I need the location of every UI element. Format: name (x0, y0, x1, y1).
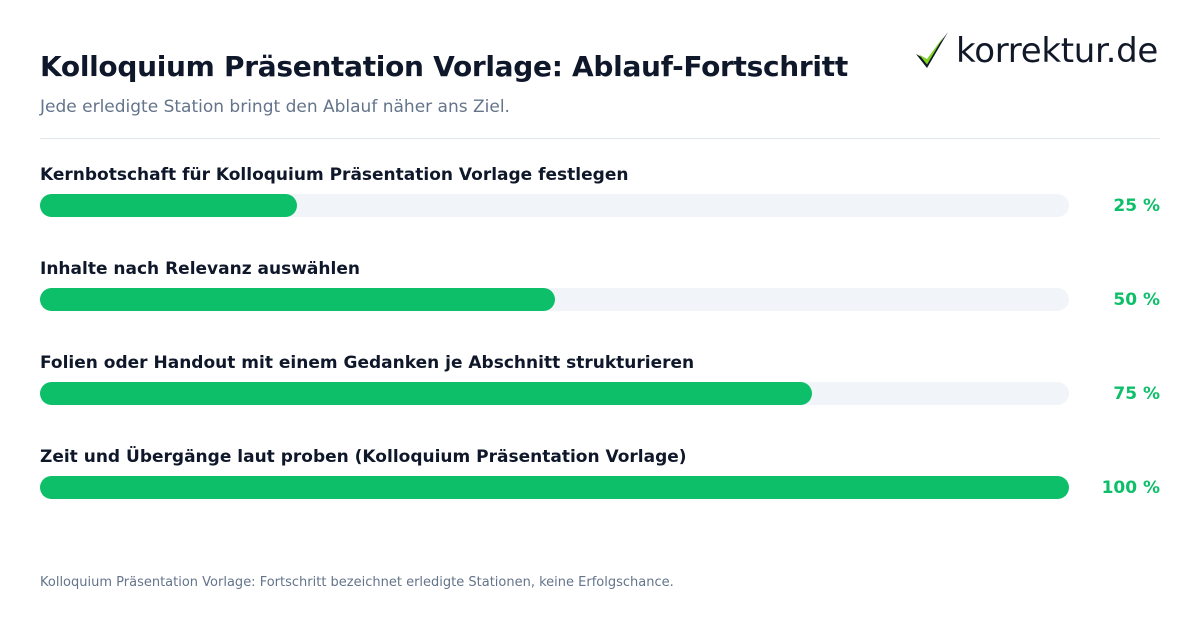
progress-track (40, 476, 1069, 499)
progress-label: Folien oder Handout mit einem Gedanken j… (40, 353, 695, 373)
chart-subtitle: Jede erledigte Station bringt den Ablauf… (40, 97, 510, 117)
progress-track (40, 288, 1069, 311)
progress-row: Folien oder Handout mit einem Gedanken j… (40, 353, 1160, 447)
progress-bar (40, 288, 555, 311)
progress-bar (40, 476, 1069, 499)
progress-value: 100 % (1101, 478, 1160, 498)
progress-row: Inhalte nach Relevanz auswählen 50 % (40, 259, 1160, 353)
progress-label: Zeit und Übergänge laut proben (Kolloqui… (40, 447, 687, 467)
progress-bar (40, 194, 298, 217)
checkmark-icon (916, 32, 949, 68)
chart-title: Kolloquium Präsentation Vorlage: Ablauf-… (40, 50, 848, 83)
progress-value: 50 % (1113, 290, 1160, 310)
footnote: Kolloquium Präsentation Vorlage: Fortsch… (40, 575, 674, 590)
progress-label: Inhalte nach Relevanz auswählen (40, 259, 360, 279)
progress-label: Kernbotschaft für Kolloquium Präsentatio… (40, 165, 629, 185)
progress-bar (40, 382, 812, 405)
progress-value: 75 % (1113, 384, 1160, 404)
progress-track (40, 194, 1069, 217)
progress-row: Zeit und Übergänge laut proben (Kolloqui… (40, 447, 1160, 541)
progress-track (40, 382, 1069, 405)
progress-row: Kernbotschaft für Kolloquium Präsentatio… (40, 165, 1160, 259)
progress-value: 25 % (1113, 196, 1160, 216)
brand-logo[interactable]: korrektur.de (912, 26, 1158, 76)
progress-chart: Kernbotschaft für Kolloquium Präsentatio… (40, 165, 1160, 541)
header-divider (40, 138, 1160, 139)
brand-name: korrektur.de (956, 31, 1158, 71)
